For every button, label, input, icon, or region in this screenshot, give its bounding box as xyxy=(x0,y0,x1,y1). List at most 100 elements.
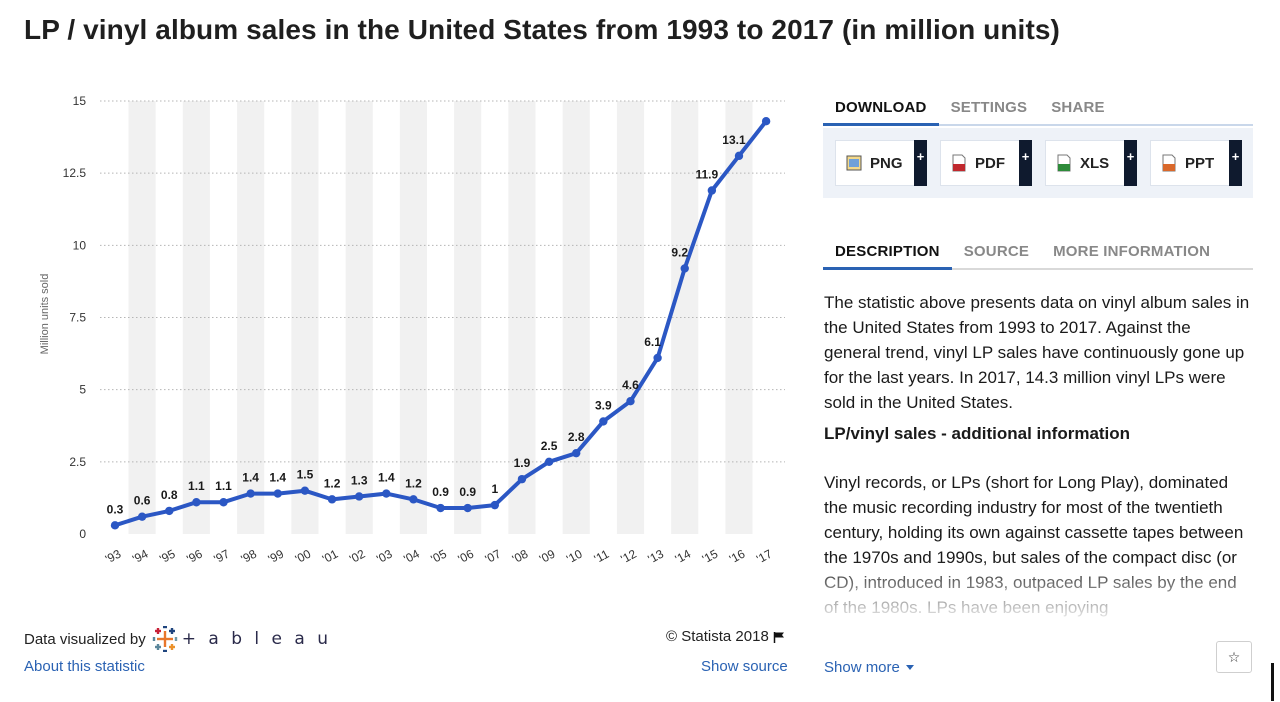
bookmark-star-button[interactable]: ☆ xyxy=(1216,641,1252,673)
x-tick-label: '95 xyxy=(157,546,178,566)
y-axis-label: Million units sold xyxy=(39,274,51,355)
flag-icon[interactable] xyxy=(773,631,785,643)
series-line xyxy=(113,119,769,528)
data-point xyxy=(626,397,635,406)
x-tick-label: '94 xyxy=(130,546,151,566)
tab-more-information[interactable]: MORE INFORMATION xyxy=(1053,243,1211,260)
data-label: 0.8 xyxy=(161,488,178,502)
tableau-logo[interactable]: + a b l e a u xyxy=(152,626,332,652)
data-label: 1.4 xyxy=(242,471,259,485)
tab-source[interactable]: SOURCE xyxy=(963,243,1030,260)
x-tick-label: '06 xyxy=(456,546,477,566)
png-file-icon xyxy=(846,155,862,171)
x-tick-label: '99 xyxy=(266,546,287,566)
data-point xyxy=(382,489,391,498)
x-tick-label: '16 xyxy=(727,546,748,566)
data-point xyxy=(761,117,771,126)
show-more-label: Show more xyxy=(824,659,900,676)
x-tick-label: '96 xyxy=(184,546,205,566)
data-point xyxy=(409,495,418,504)
x-tick-label: '09 xyxy=(537,546,558,566)
x-tick-label: '07 xyxy=(483,546,504,566)
x-tick-label: '13 xyxy=(646,546,667,566)
png-label: PNG xyxy=(870,154,903,172)
download-pdf-button[interactable]: PDF + xyxy=(940,140,1032,186)
data-point xyxy=(680,264,689,273)
y-axis-tick-labels: 0 2.5 5 7.5 10 12.5 15 xyxy=(63,94,87,541)
description-heading: LP/vinyl sales - additional information xyxy=(824,424,1131,443)
data-point xyxy=(273,489,282,498)
page-title: LP / vinyl album sales in the United Sta… xyxy=(24,14,1060,45)
data-point xyxy=(436,503,445,513)
x-tick-label: '02 xyxy=(347,546,368,566)
data-label: 1.4 xyxy=(378,471,395,485)
tableau-credit: Data visualized by + a b l e a u xyxy=(24,626,331,652)
xls-plus[interactable]: + xyxy=(1124,140,1137,186)
data-label: 1.2 xyxy=(324,476,341,490)
ppt-label: PPT xyxy=(1185,154,1215,172)
ppt-plus[interactable]: + xyxy=(1229,140,1242,186)
copyright-text: © Statista 2018 xyxy=(666,628,769,645)
description-paragraph-1: The statistic above presents data on vin… xyxy=(824,293,1250,412)
data-label: 11.9 xyxy=(696,167,719,181)
x-tick-label: '15 xyxy=(700,546,721,566)
y-tick-label: 15 xyxy=(73,94,87,108)
data-label: 1.9 xyxy=(514,456,531,470)
data-label: 1.3 xyxy=(351,473,368,487)
png-plus[interactable]: + xyxy=(914,140,927,186)
ppt-file-icon xyxy=(1162,154,1176,172)
data-label: 4.6 xyxy=(622,378,639,392)
x-tick-label: '04 xyxy=(401,546,422,566)
data-point xyxy=(110,521,120,530)
y-tick-label: 5 xyxy=(79,383,86,397)
tab-settings[interactable]: SETTINGS xyxy=(950,99,1028,116)
band-5 xyxy=(237,101,265,534)
x-tick-label: '05 xyxy=(428,546,449,566)
tab-share[interactable]: SHARE xyxy=(1051,99,1105,116)
tableau-wordmark: + a b l e a u xyxy=(181,629,332,649)
pdf-file-icon xyxy=(952,154,966,172)
info-tabs: DESCRIPTION SOURCE MORE INFORMATION xyxy=(823,240,1253,270)
copyright: © Statista 2018 xyxy=(666,628,785,645)
data-label: 0.6 xyxy=(134,494,151,508)
tab-description[interactable]: DESCRIPTION xyxy=(823,240,952,270)
download-png-button[interactable]: PNG + xyxy=(835,140,927,186)
data-label: 0.3 xyxy=(107,502,124,516)
x-tick-label: '03 xyxy=(374,546,395,566)
y-tick-label: 7.5 xyxy=(69,311,86,325)
data-point xyxy=(192,498,201,507)
download-ppt-button[interactable]: PPT + xyxy=(1150,140,1242,186)
data-label: 1.2 xyxy=(405,476,422,490)
tab-download[interactable]: DOWNLOAD xyxy=(823,96,939,126)
y-tick-label: 2.5 xyxy=(69,455,86,469)
about-statistic-link[interactable]: About this statistic xyxy=(24,658,145,675)
x-tick-label: '97 xyxy=(211,546,232,566)
data-point xyxy=(137,512,147,521)
y-tick-label: 10 xyxy=(73,238,87,252)
data-label: 1.1 xyxy=(215,479,232,493)
pdf-plus[interactable]: + xyxy=(1019,140,1032,186)
edge-bar xyxy=(1271,663,1274,701)
data-point xyxy=(517,474,527,484)
data-label: 1.5 xyxy=(297,468,314,482)
tableau-mark-icon xyxy=(152,626,177,652)
x-tick-label: '10 xyxy=(564,546,585,566)
data-label: 2.8 xyxy=(568,430,585,444)
data-label: 1.4 xyxy=(269,471,286,485)
data-label: 13.1 xyxy=(722,133,746,147)
download-xls-button[interactable]: XLS + xyxy=(1045,140,1137,186)
data-point xyxy=(734,151,744,161)
show-more-link[interactable]: Show more xyxy=(824,659,914,676)
x-tick-label: '12 xyxy=(618,546,639,566)
data-point xyxy=(707,186,717,195)
show-source-link[interactable]: Show source xyxy=(701,658,788,675)
data-point xyxy=(599,417,608,426)
data-label: 0.9 xyxy=(432,485,449,499)
x-tick-label: '17 xyxy=(754,546,775,566)
data-point xyxy=(219,498,228,507)
x-tick-label: '14 xyxy=(673,546,694,566)
chevron-down-icon xyxy=(905,665,914,670)
x-axis-tick-labels: '93 '94 '95 '96 '97 '98 '99 '00 '01 '02 '03 '04 '05 '… xyxy=(103,546,775,566)
export-tabs: DOWNLOAD SETTINGS SHARE xyxy=(823,96,1253,126)
